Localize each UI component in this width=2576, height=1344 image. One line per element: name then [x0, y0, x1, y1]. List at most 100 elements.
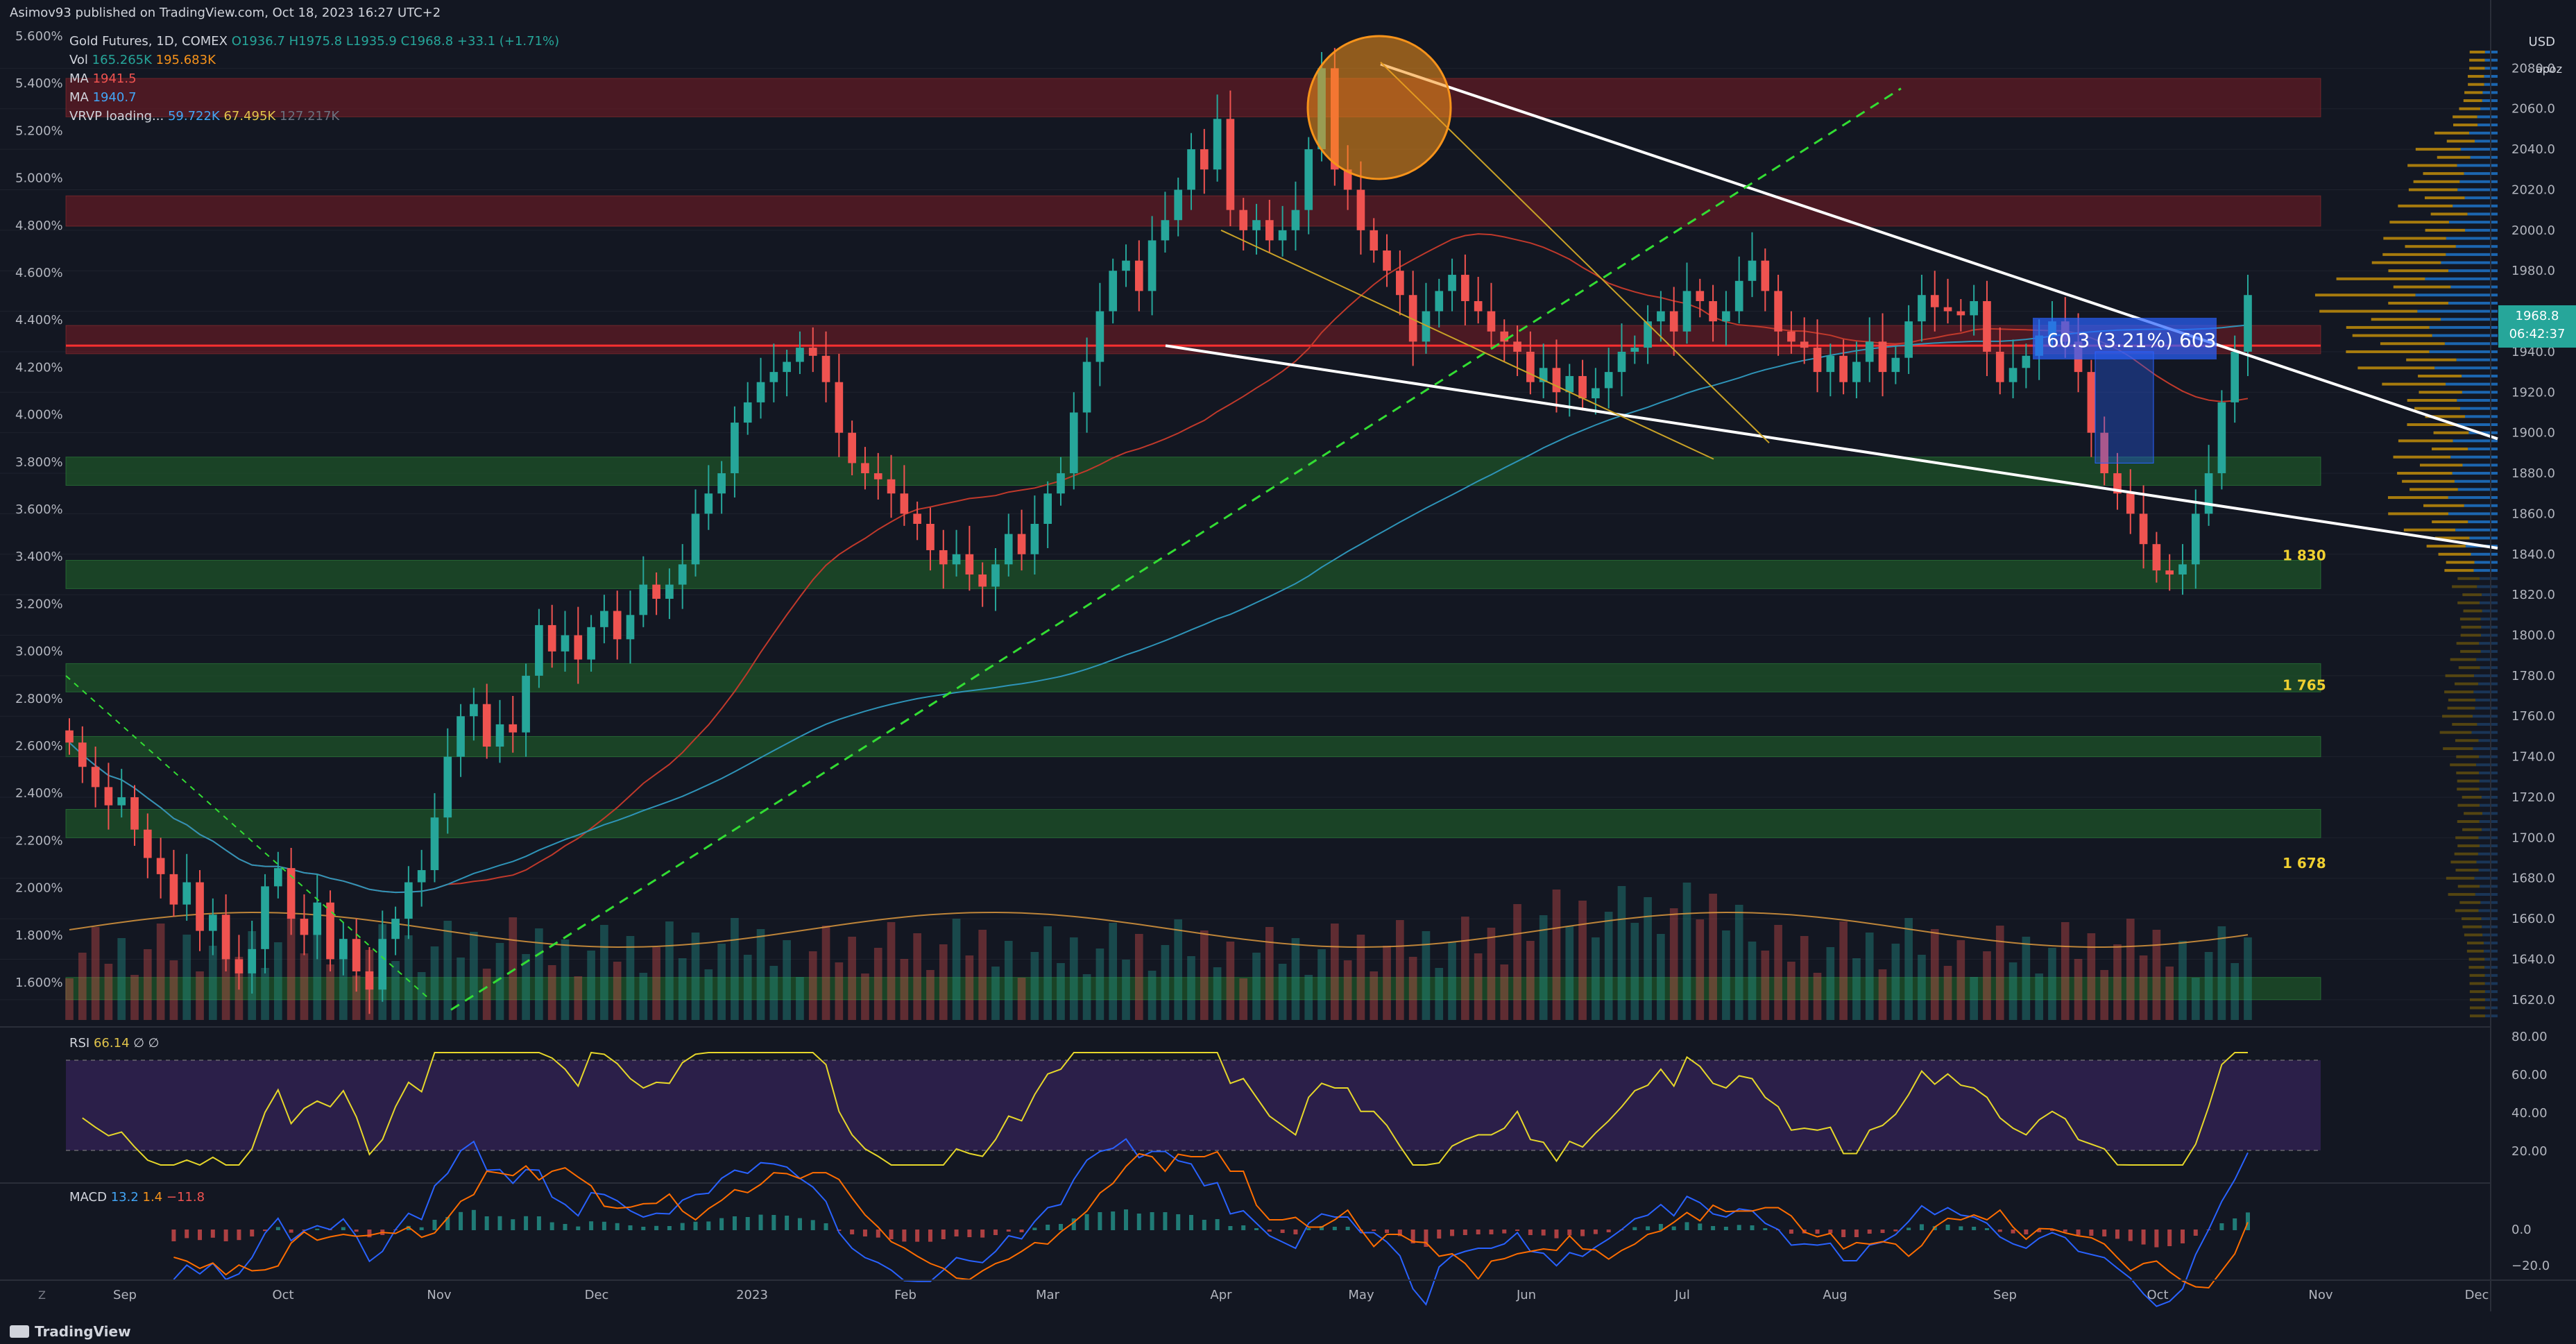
candle: [352, 939, 361, 971]
vp-bar-down: [2446, 253, 2498, 256]
macd-hist: [1841, 1230, 1846, 1237]
candle: [808, 348, 817, 356]
vp-bar-up: [2314, 294, 2416, 297]
vp-bar-up: [2457, 601, 2480, 604]
percent-axis: 5.600% 5.400% 5.200% 5.000% 4.800% 4.600% 4.40…: [15, 29, 63, 990]
candle: [1709, 300, 1717, 322]
vp-bar-up: [2454, 852, 2478, 856]
macd-hist: [1528, 1230, 1533, 1235]
macd-hist: [902, 1230, 907, 1242]
volume-bar: [2100, 970, 2109, 1020]
candle: [1148, 240, 1157, 291]
volume-bar: [1995, 926, 2004, 1020]
price-tick: 1680.0: [2511, 871, 2555, 886]
vp-bar-down: [2475, 139, 2498, 143]
volume-bar: [130, 975, 139, 1020]
rsi-tick: 60.00: [2511, 1068, 2548, 1082]
candle: [300, 919, 309, 935]
candle: [417, 870, 426, 883]
vp-bar-up: [2450, 763, 2477, 767]
candle: [1644, 321, 1652, 348]
vp-bar-down: [2448, 301, 2498, 305]
volume-bar: [952, 919, 961, 1020]
vp-bar-down: [2457, 164, 2498, 167]
measure-rect: [2095, 351, 2154, 463]
candle: [1500, 331, 1509, 342]
level-label: 1 830: [2283, 547, 2326, 564]
volume-bar: [143, 949, 152, 1020]
rsi-tick: 40.00: [2511, 1106, 2548, 1121]
price-tick: 1860.0: [2511, 507, 2555, 521]
candle: [1578, 375, 1587, 399]
vp-bar-up: [2459, 901, 2481, 904]
volume-bar: [196, 971, 204, 1020]
vp-bar-up: [2433, 431, 2469, 434]
legend-symbol: Gold Futures, 1D, COMEX: [69, 34, 228, 49]
percent-tick: 4.400%: [15, 313, 63, 328]
macd-hist: [2115, 1230, 2119, 1239]
candle: [457, 716, 465, 757]
candle: [547, 624, 556, 652]
macd-hist: [1711, 1226, 1716, 1230]
candle: [482, 704, 491, 747]
currency-label[interactable]: USD: [2528, 35, 2555, 49]
volume-bar: [2204, 952, 2213, 1020]
volume-bar: [808, 951, 817, 1020]
macd-hist: [732, 1216, 737, 1230]
vp-bar-up: [2462, 828, 2482, 831]
vp-bar-up: [2448, 698, 2476, 701]
candle: [900, 493, 909, 514]
green-dashed-trendline: [450, 87, 1902, 1011]
vp-bar-down: [2425, 277, 2498, 280]
candle: [378, 939, 387, 990]
volume-bar: [1213, 967, 1222, 1020]
x-tick: Dec: [2465, 1288, 2489, 1302]
vp-bar-down: [2475, 698, 2498, 701]
vp-bar-down: [2482, 593, 2498, 597]
volume-bar: [848, 937, 856, 1020]
vp-bar-up: [2469, 51, 2485, 54]
vp-bar-down: [2448, 496, 2498, 500]
macd-hist: [1880, 1230, 1885, 1233]
vp-bar-down: [2467, 212, 2498, 216]
vp-bar-down: [2476, 658, 2498, 661]
macd-hist: [850, 1230, 855, 1234]
vp-bar-up: [2393, 455, 2451, 459]
macd-hist: [1150, 1212, 1154, 1230]
volume-bar: [1017, 978, 1026, 1020]
account-label: apoz: [2535, 62, 2562, 76]
macd-v3: −11.8: [166, 1190, 205, 1205]
vp-bar-up: [2467, 75, 2484, 78]
volume-bar: [561, 939, 570, 1020]
macd-hist: [1554, 1230, 1559, 1239]
volume-bar: [1500, 964, 1509, 1020]
volume-bar: [2126, 919, 2135, 1020]
macd-hist: [1372, 1230, 1376, 1231]
vp-bar-up: [2464, 933, 2483, 937]
macd-hist: [171, 1230, 176, 1241]
legend-change: +33.1 (+1.71%): [457, 34, 560, 49]
candle: [913, 513, 921, 524]
highlight-circle: [1306, 35, 1452, 180]
vp-bar-up: [2408, 188, 2458, 192]
volume-bar: [639, 973, 648, 1020]
macd-hist: [680, 1223, 685, 1230]
macd-hist: [2193, 1230, 2198, 1236]
volume-bar: [274, 942, 282, 1020]
macd-hist: [1084, 1214, 1089, 1230]
volume-bar: [470, 932, 478, 1020]
percent-tick: 5.600%: [15, 29, 63, 44]
percent-tick: 3.400%: [15, 550, 63, 564]
volume-bar: [1356, 935, 1365, 1020]
vp-bar-down: [2469, 131, 2498, 135]
x-tick: Oct: [2147, 1288, 2168, 1302]
candle: [2191, 513, 2200, 565]
candle: [248, 949, 257, 973]
volume-bar: [261, 968, 269, 1020]
vp-bar-down: [2475, 706, 2498, 710]
macd-hist: [1176, 1214, 1181, 1230]
macd-hist: [2049, 1230, 2054, 1231]
vp-bar-down: [2480, 885, 2498, 888]
macd-hist: [1385, 1230, 1390, 1233]
